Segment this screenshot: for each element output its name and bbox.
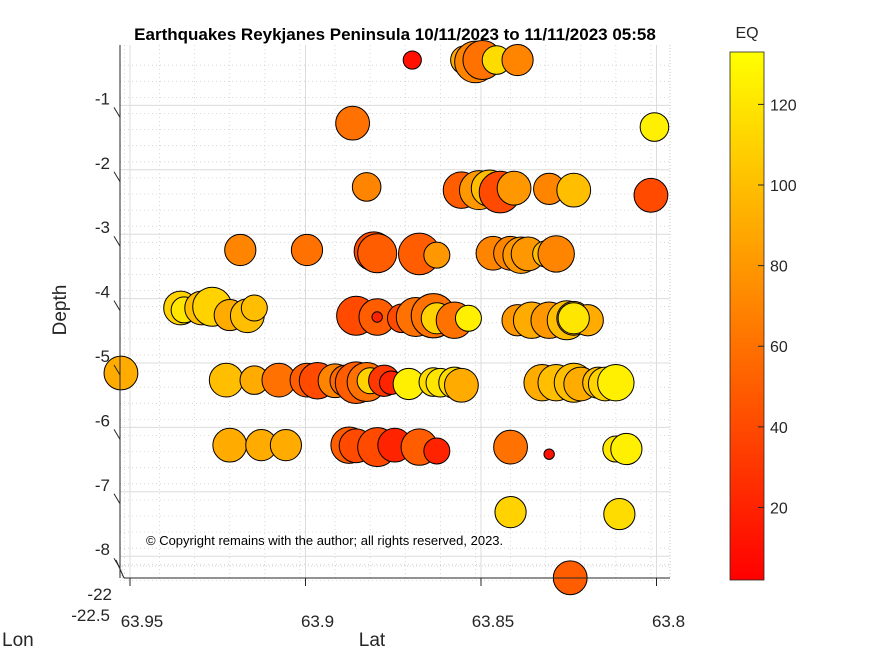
- data-point: [537, 235, 575, 273]
- data-point: [208, 362, 244, 398]
- y-tick-label: -4: [95, 283, 110, 302]
- x-tick-label: 63.8: [652, 612, 685, 631]
- y-tick: [113, 107, 121, 118]
- data-point: [556, 172, 592, 208]
- y-tick-label: -5: [95, 347, 110, 366]
- data-point: [543, 448, 555, 460]
- y-tick: [113, 493, 121, 505]
- x-tick-label: 63.85: [472, 612, 515, 631]
- y-tick: [113, 364, 121, 376]
- data-point: [371, 311, 383, 323]
- copyright-annotation: © Copyright remains with the author; all…: [146, 533, 503, 548]
- data-point: [493, 429, 528, 465]
- colorbar: [729, 51, 765, 581]
- colorbar-label: EQ: [735, 25, 758, 42]
- x-tick-label: 63.9: [301, 612, 334, 631]
- floor-band: [121, 565, 671, 579]
- scatter-points: [103, 40, 670, 596]
- data-point: [494, 496, 527, 529]
- z-tick-label: -22.5: [71, 606, 110, 625]
- x-tick-label: 63.95: [121, 612, 164, 631]
- data-point: [501, 43, 534, 77]
- y-axis-label: Depth: [50, 285, 71, 336]
- data-point: [357, 233, 398, 274]
- data-point: [423, 241, 451, 269]
- colorbar-tick-label: 80: [770, 259, 788, 276]
- y-tick: [113, 300, 121, 311]
- colorbar-tick-label: 100: [770, 178, 797, 195]
- y-tick: [113, 429, 121, 440]
- y-tick: [113, 171, 121, 183]
- data-point: [212, 427, 248, 463]
- y-tick-label: -3: [95, 218, 110, 237]
- data-point: [335, 105, 371, 141]
- y-tick-label: -2: [95, 154, 110, 173]
- y-tick-label: -7: [95, 476, 110, 495]
- data-point: [423, 437, 451, 465]
- data-point: [639, 112, 670, 142]
- chart-title: Earthquakes Reykjanes Peninsula 10/11/20…: [134, 25, 656, 44]
- data-point: [444, 367, 479, 403]
- colorbar-ticks: 20 40 60 80 100 120: [758, 97, 797, 517]
- z-tick-label: -22: [87, 585, 112, 604]
- x-axis-label: Lat: [359, 630, 386, 651]
- data-point: [610, 432, 643, 466]
- y-tick-label: -8: [95, 540, 110, 559]
- colorbar-tick-label: 60: [770, 339, 788, 356]
- data-point: [240, 294, 268, 322]
- data-point: [269, 429, 303, 462]
- data-point: [603, 497, 636, 531]
- colorbar-tick-label: 40: [770, 420, 788, 437]
- data-point: [597, 363, 635, 402]
- colorbar-tick-label: 120: [770, 97, 797, 114]
- y-tick-label: -1: [95, 89, 110, 108]
- colorbar-tick-label: 20: [770, 500, 788, 517]
- y-tick-label: -6: [95, 411, 110, 430]
- data-point: [224, 233, 257, 267]
- data-point: [633, 177, 669, 213]
- data-point: [402, 50, 422, 70]
- data-point: [290, 233, 324, 267]
- data-point: [454, 304, 482, 332]
- data-point: [496, 170, 532, 206]
- y-tick: [113, 557, 121, 569]
- y-tick: [113, 235, 121, 247]
- tick-labels: -1 -2 -3 -4 -5 -6 -7 -8 63.95 63.9 63.85 63.8 -22 -22…: [71, 89, 685, 631]
- data-point: [351, 172, 382, 202]
- z-axis-label: Lon: [2, 630, 34, 651]
- data-point: [557, 302, 590, 335]
- data-point: [103, 355, 139, 391]
